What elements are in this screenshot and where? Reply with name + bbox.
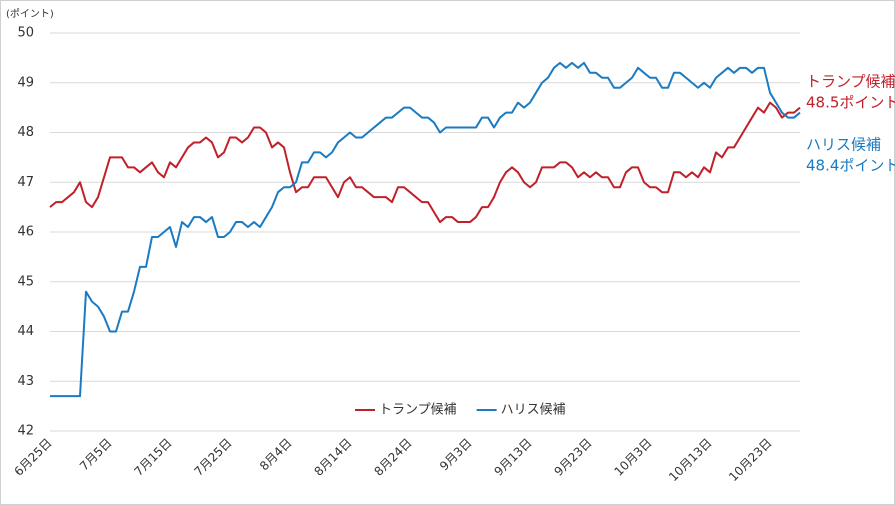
legend-label: ハリス候補	[501, 403, 566, 418]
y-axis-label: (ポイント)	[6, 8, 54, 20]
line-series	[49, 101, 801, 224]
end-label: 48.4ポイント	[806, 157, 895, 175]
legend-label: トランプ候補	[379, 403, 457, 418]
y-tick-label: 49	[17, 75, 34, 90]
y-tick-label: 47	[17, 175, 34, 190]
y-tick-label: 48	[17, 125, 34, 140]
y-tick-label: 44	[17, 324, 34, 339]
y-tick-label: 46	[17, 225, 34, 240]
line-series	[50, 61, 801, 398]
end-label: 48.5ポイント	[806, 94, 895, 112]
y-tick-label: 50	[17, 26, 34, 41]
end-label: トランプ候補	[806, 73, 895, 91]
y-tick-label: 42	[17, 424, 34, 439]
y-tick-label: 45	[17, 274, 34, 289]
end-label: ハリス候補	[806, 136, 881, 154]
y-tick-label: 43	[17, 374, 34, 389]
